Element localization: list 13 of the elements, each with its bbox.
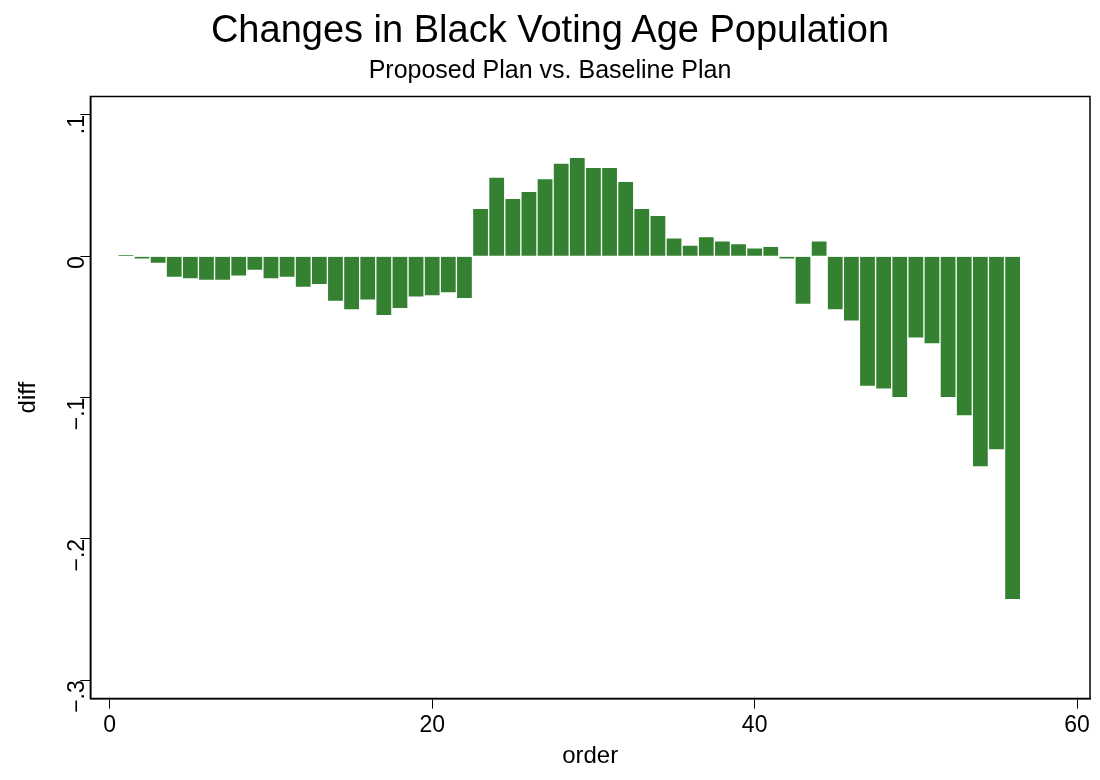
x-tick-label: 60 (1064, 710, 1090, 737)
y-tick-label: −.2 (62, 538, 89, 572)
chart-subtitle: Proposed Plan vs. Baseline Plan (368, 55, 732, 84)
y-tick-label: −.1 (62, 397, 89, 431)
x-axis-title: order (562, 741, 619, 769)
y-tick-label: 0 (62, 256, 89, 270)
chart-title: Changes in Black Voting Age Population (210, 8, 890, 51)
y-tick-label: .1 (62, 114, 89, 135)
x-tick-label: 40 (741, 710, 768, 737)
x-tick-label: 20 (419, 710, 445, 737)
y-tick-label: −.3 (62, 680, 89, 713)
x-tick-label: 0 (103, 710, 117, 737)
y-axis-title: diff (13, 381, 41, 414)
